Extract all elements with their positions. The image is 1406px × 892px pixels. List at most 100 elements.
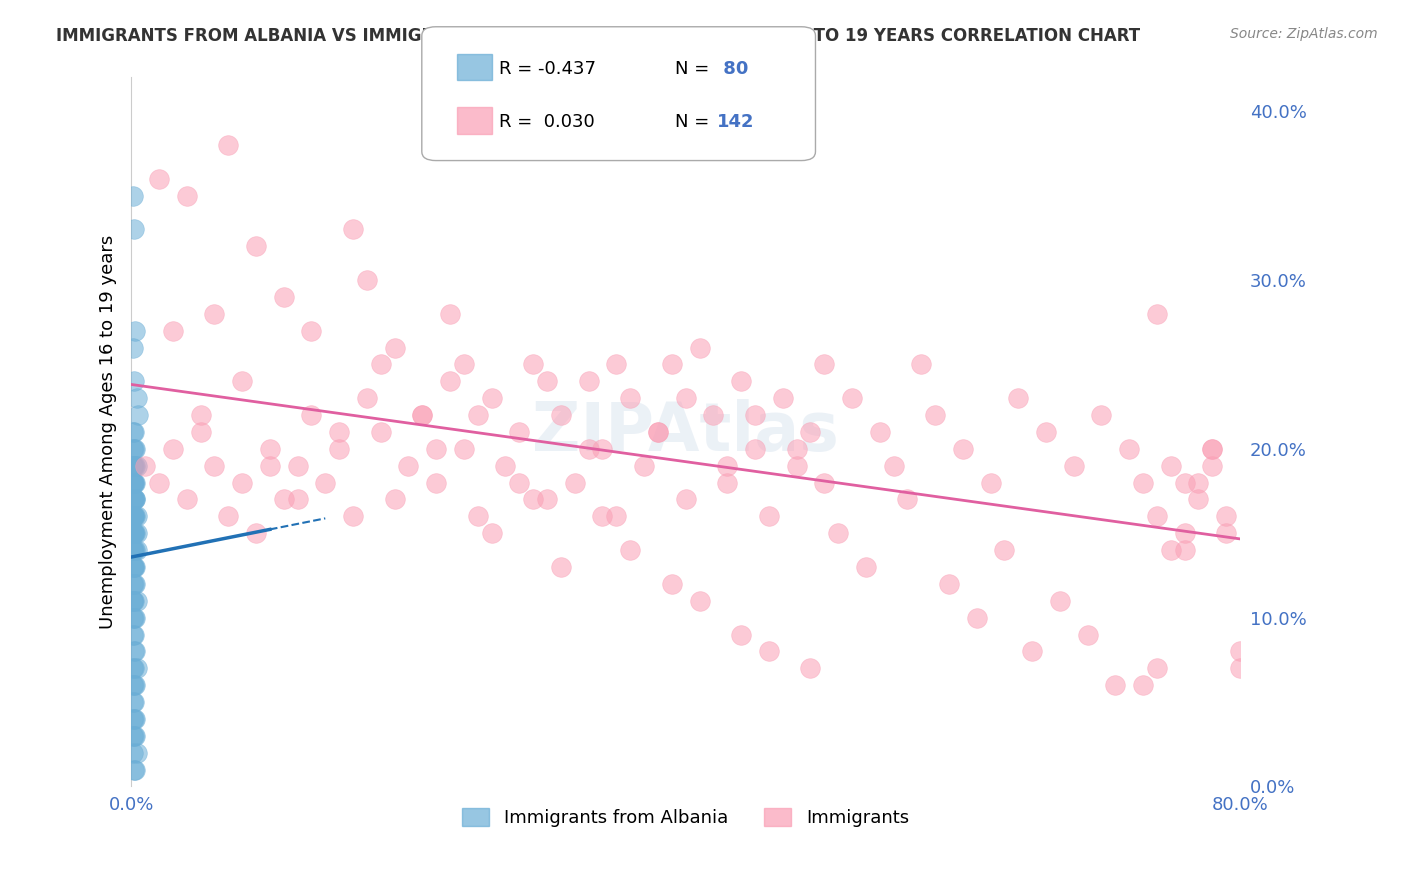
Point (122, 763, 145, 777)
Point (122, 475, 145, 490)
Point (1104, 678, 1126, 692)
Point (1090, 408, 1112, 422)
Point (125, 458, 148, 473)
Point (190, 425, 212, 439)
Point (1201, 442, 1223, 456)
Point (121, 526, 143, 541)
Point (536, 492, 558, 507)
Point (952, 442, 974, 456)
Point (122, 729, 145, 743)
Point (1146, 509, 1168, 524)
Point (661, 358, 683, 372)
Point (122, 560, 145, 574)
Legend: Immigrants from Albania, Immigrants: Immigrants from Albania, Immigrants (456, 800, 917, 834)
Point (121, 712, 143, 726)
Point (121, 627, 143, 641)
Point (122, 610, 145, 624)
Point (675, 492, 697, 507)
Point (1215, 509, 1237, 524)
Text: 80: 80 (717, 60, 748, 78)
Point (370, 425, 392, 439)
Point (633, 458, 655, 473)
Point (495, 458, 517, 473)
Point (134, 458, 156, 473)
Point (675, 391, 697, 405)
Point (744, 408, 766, 422)
Point (481, 391, 503, 405)
Point (124, 509, 146, 524)
Point (124, 442, 146, 456)
Point (384, 341, 406, 355)
Point (578, 442, 600, 456)
Point (122, 442, 145, 456)
Point (125, 594, 148, 608)
Point (124, 712, 146, 726)
Point (287, 492, 309, 507)
Point (605, 358, 627, 372)
Point (273, 492, 295, 507)
Point (592, 442, 614, 456)
Point (924, 408, 946, 422)
Point (689, 594, 711, 608)
Point (522, 358, 544, 372)
Point (716, 458, 738, 473)
Point (439, 374, 461, 388)
Point (121, 492, 143, 507)
Point (1146, 307, 1168, 321)
Point (124, 577, 146, 591)
Point (411, 408, 433, 422)
Point (121, 543, 143, 558)
Point (508, 425, 530, 439)
Point (217, 509, 239, 524)
Point (550, 560, 572, 574)
Point (1174, 543, 1197, 558)
Point (122, 509, 145, 524)
Point (121, 425, 143, 439)
Point (772, 391, 794, 405)
Point (231, 374, 253, 388)
Point (758, 644, 780, 658)
Point (1229, 644, 1251, 658)
Point (122, 644, 145, 658)
Point (121, 526, 143, 541)
Point (467, 509, 489, 524)
Point (1160, 458, 1182, 473)
Point (855, 560, 877, 574)
Point (122, 712, 145, 726)
Point (121, 610, 143, 624)
Text: N =: N = (675, 113, 714, 131)
Point (786, 442, 808, 456)
Point (245, 526, 267, 541)
Point (1021, 644, 1043, 658)
Point (124, 644, 146, 658)
Point (122, 560, 145, 574)
Point (122, 475, 145, 490)
Point (287, 458, 309, 473)
Point (124, 492, 146, 507)
Point (121, 509, 143, 524)
Point (121, 458, 143, 473)
Point (605, 509, 627, 524)
Point (299, 408, 322, 422)
Point (176, 188, 198, 202)
Point (217, 138, 239, 153)
Point (1187, 475, 1209, 490)
Point (273, 290, 295, 304)
Point (121, 543, 143, 558)
Point (121, 594, 143, 608)
Point (522, 492, 544, 507)
Point (124, 729, 146, 743)
Point (1174, 475, 1197, 490)
Point (1118, 442, 1140, 456)
Point (122, 543, 145, 558)
Point (730, 374, 752, 388)
Point (328, 425, 350, 439)
Point (122, 661, 145, 675)
Point (398, 458, 420, 473)
Text: ZIPAtlas: ZIPAtlas (533, 399, 839, 465)
Point (122, 492, 145, 507)
Point (122, 425, 145, 439)
Point (744, 442, 766, 456)
Point (299, 324, 322, 338)
Point (162, 324, 184, 338)
